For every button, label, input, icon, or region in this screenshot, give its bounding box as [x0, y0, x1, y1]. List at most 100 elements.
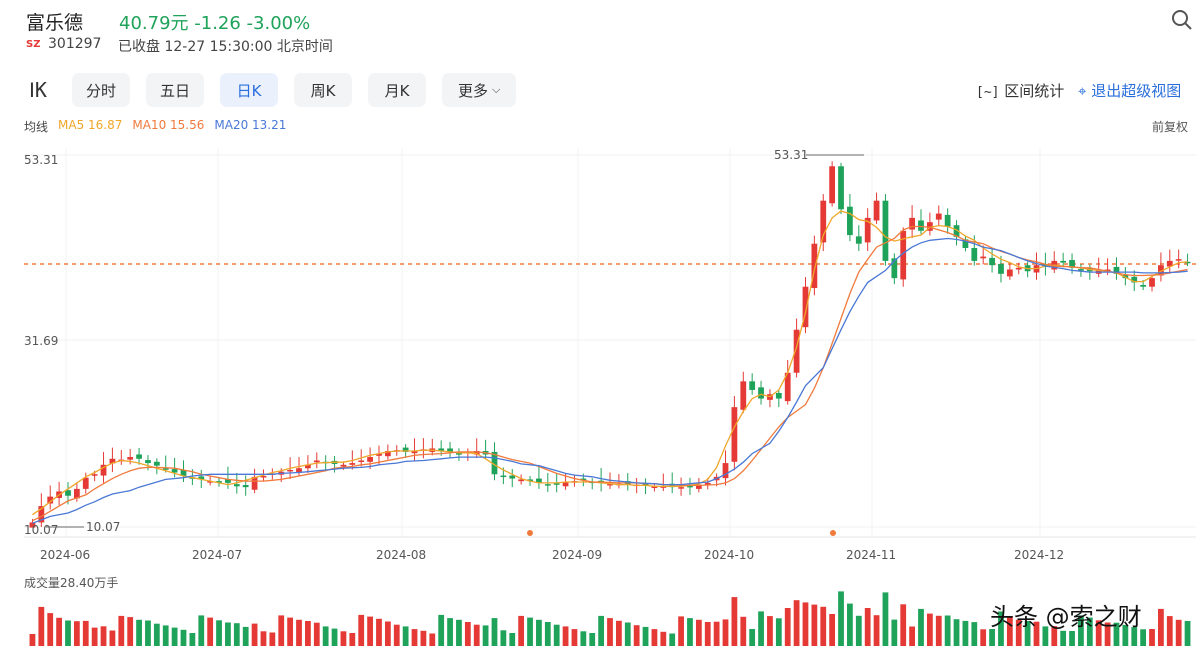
candle-body [1015, 267, 1022, 270]
tab-daily-k[interactable]: 日K [220, 73, 279, 107]
volume-bar [296, 619, 302, 646]
x-label: 2024-09 [552, 548, 602, 562]
volume-bar [198, 615, 205, 646]
search-icon[interactable] [1170, 8, 1194, 32]
volume-bar [624, 622, 631, 646]
volume-bar [704, 622, 711, 646]
chevron-down-icon: ⌵ [492, 83, 501, 96]
candle-body [1158, 265, 1164, 276]
tab-intraday[interactable]: 分时 [72, 73, 131, 107]
volume-bar [571, 629, 578, 646]
volume-bar [1140, 629, 1147, 646]
candle-body [447, 448, 453, 452]
volume-bar [1095, 620, 1102, 646]
adjust-mode[interactable]: 前复权 [1152, 120, 1189, 134]
candle-body [1184, 261, 1191, 264]
volume-bar [73, 621, 80, 646]
candle-body [1113, 266, 1120, 274]
volume-bar [47, 613, 54, 646]
tab-monthly-k[interactable]: 月K [368, 73, 427, 107]
volume-bar [109, 630, 116, 646]
volume-bar [891, 619, 898, 646]
volume-bar [340, 631, 347, 646]
candle-body [935, 213, 942, 220]
volume-bar [491, 618, 498, 646]
range-icon: [~] [976, 85, 1000, 100]
volume-bar [864, 608, 871, 646]
volume-bar [953, 619, 960, 646]
event-marker [527, 530, 533, 536]
x-label: 2024-10 [704, 548, 754, 562]
watermark: 头条 @索之财 [990, 603, 1142, 631]
volume-bar [180, 629, 187, 646]
volume-bar [438, 614, 445, 646]
candle-body [1006, 269, 1013, 277]
candle-body [562, 482, 569, 487]
volume-bar [802, 602, 809, 646]
candle-body [251, 476, 258, 490]
range-stats-button[interactable]: [~] 区间统计 [976, 80, 1064, 101]
x-label: 2024-07 [192, 548, 242, 562]
volume-bar [820, 606, 827, 646]
volume-bar [793, 600, 800, 646]
tab-five-day[interactable]: 五日 [146, 73, 205, 107]
candle-body [153, 461, 160, 466]
ma-legend: 均线 MA5 16.87 MA10 15.56 MA20 13.21 [24, 118, 286, 135]
candle-body [971, 248, 978, 261]
candle-body [136, 454, 142, 459]
volume-bar [29, 634, 36, 646]
candle-body [29, 522, 36, 528]
candle-body [953, 225, 960, 237]
candle-body [127, 457, 134, 460]
candle-body [642, 483, 649, 486]
candle-body [527, 479, 533, 482]
volume-bar [1069, 631, 1075, 646]
candle-body [207, 481, 214, 483]
volume-bar [980, 629, 987, 646]
volume-bar [1033, 621, 1040, 646]
candle-body [287, 469, 294, 472]
volume-bar [740, 616, 747, 646]
volume-bar [1006, 616, 1013, 646]
candle-body [473, 451, 480, 455]
candle-body [758, 387, 764, 399]
candle-body [607, 483, 613, 486]
candle-body [500, 475, 507, 478]
volume-bar [358, 614, 365, 646]
volume-bar [207, 617, 214, 646]
x-label: 2024-08 [376, 548, 426, 562]
candle-body [216, 481, 222, 483]
candle-body [171, 469, 178, 473]
volume-bar [447, 618, 453, 646]
volume-bar [553, 624, 560, 646]
volume-bar [473, 624, 480, 646]
candle-body [38, 506, 45, 523]
candle-body [793, 329, 800, 373]
tab-more[interactable]: 更多 ⌵ [442, 73, 517, 107]
volume-bar [944, 615, 951, 646]
volume-bar [82, 620, 89, 646]
volume-bar [393, 624, 400, 646]
volume-bar [1166, 616, 1173, 646]
kline-icon[interactable]: ⅠK [29, 78, 47, 102]
tab-more-label: 更多 [458, 81, 489, 100]
candle-body [536, 478, 542, 483]
candle-body [651, 486, 658, 489]
candle-body [47, 496, 54, 504]
candle-body [553, 483, 560, 485]
candle-body [518, 479, 525, 482]
market-badge: SZ [26, 39, 41, 50]
volume-bar [722, 619, 729, 646]
tab-weekly-k[interactable]: 周K [294, 73, 353, 107]
volume-bar [233, 623, 240, 646]
candle-body [384, 451, 391, 457]
volume-bar [1060, 630, 1067, 646]
volume-bar [242, 626, 249, 646]
candle-body [731, 407, 738, 462]
candle-body [669, 483, 676, 488]
volume-bar [509, 633, 516, 646]
exit-super-view-button[interactable]: ⌖ 退出超级视图 [1078, 80, 1181, 101]
candle-body [944, 214, 951, 227]
candle-body [100, 464, 107, 476]
